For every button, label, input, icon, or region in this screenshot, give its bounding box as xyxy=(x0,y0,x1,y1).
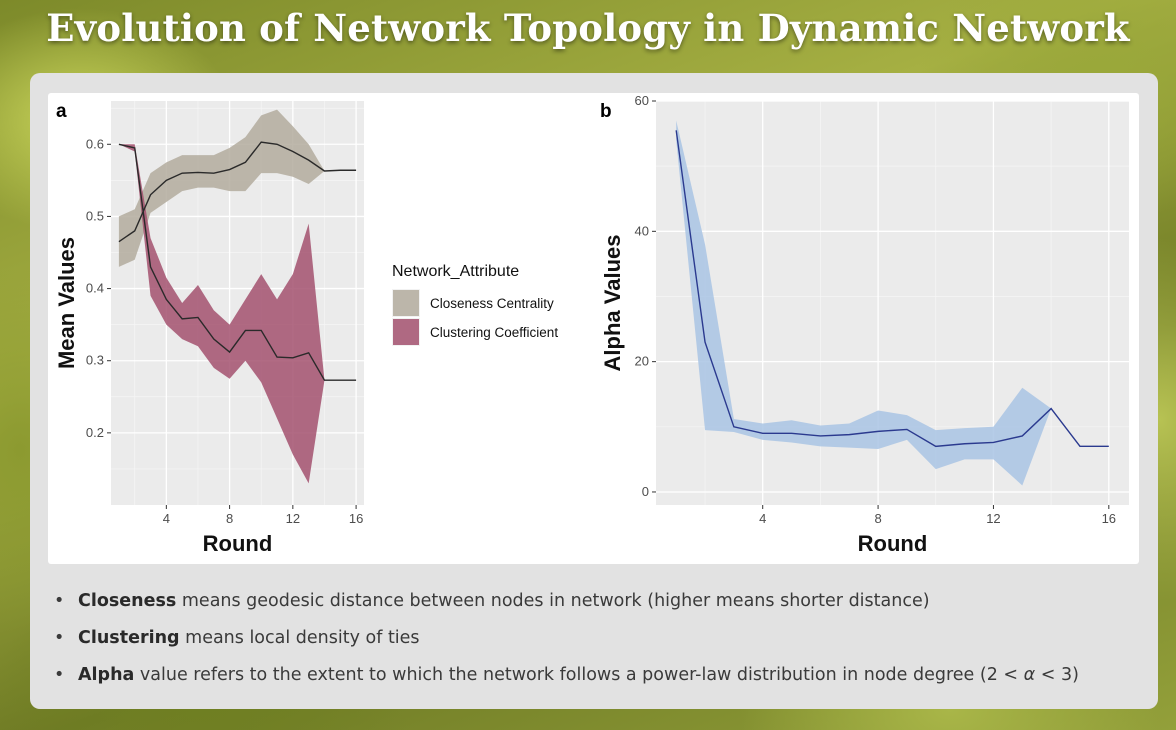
bullet-item-alpha: • Alpha value refers to the extent to wh… xyxy=(52,663,1142,700)
y-tick-label: 0.5 xyxy=(86,208,104,223)
bullet-text-end: < 3) xyxy=(1035,665,1079,685)
y-tick-label: 60 xyxy=(635,93,649,108)
y-axis-title: Mean Values xyxy=(54,237,79,369)
series-line xyxy=(675,130,1109,448)
confidence-band xyxy=(118,144,357,484)
y-tick-label: 0.2 xyxy=(86,425,104,440)
legend-label: Closeness Centrality xyxy=(430,296,554,311)
legend-key-swatch xyxy=(393,319,419,345)
x-tick-label: 16 xyxy=(1102,511,1116,526)
series-line xyxy=(118,141,357,243)
series-line xyxy=(118,143,357,381)
y-tick-label: 20 xyxy=(635,354,649,369)
slide-title: Evolution of Network Topology in Dynamic… xyxy=(46,6,1130,50)
figure-area: 4 8 12 16 0.2 0.3 0.4 0.5 0.6 Round Mean Values a Ne… xyxy=(48,93,1139,564)
legend-key-swatch xyxy=(393,290,419,316)
bullet-text: means geodesic distance between nodes in… xyxy=(176,591,930,611)
figure-svg: 4 8 12 16 0.2 0.3 0.4 0.5 0.6 Round Mean Values a Ne… xyxy=(54,93,1129,556)
legend-title: Network_Attribute xyxy=(392,263,519,280)
y-tick-label: 0 xyxy=(642,484,649,499)
x-axis-title: Round xyxy=(203,531,273,556)
y-tick-label: 0.4 xyxy=(86,281,104,296)
alpha-symbol: α xyxy=(1023,665,1036,685)
y-tick-label: 0.3 xyxy=(86,353,104,368)
y-tick-label: 40 xyxy=(635,223,649,238)
x-axis-title: Round xyxy=(858,531,928,556)
confidence-band xyxy=(118,109,357,267)
x-tick-label: 16 xyxy=(349,511,363,526)
x-tick-label: 4 xyxy=(759,511,766,526)
bullet-text: value refers to the extent to which the … xyxy=(134,665,1024,685)
bullet-list: • Closeness means geodesic distance betw… xyxy=(52,589,1142,700)
bullet-term: Clustering xyxy=(78,628,180,648)
panel-label: b xyxy=(600,101,612,122)
x-tick-label: 12 xyxy=(986,511,1000,526)
legend-label: Clustering Coefficient xyxy=(430,325,558,340)
bullet-term: Alpha xyxy=(78,665,135,685)
bullet-item-clustering: • Clustering means local density of ties xyxy=(52,626,1142,663)
bullet-text: means local density of ties xyxy=(179,628,420,648)
y-axis-title: Alpha Values xyxy=(600,235,625,372)
y-tick-label: 0.6 xyxy=(86,136,104,151)
x-tick-label: 12 xyxy=(286,511,300,526)
bullet-dot-icon: • xyxy=(54,628,65,648)
bullet-dot-icon: • xyxy=(54,591,65,611)
x-tick-label: 8 xyxy=(226,511,233,526)
bullet-term: Closeness xyxy=(78,591,177,611)
panel-label: a xyxy=(56,101,67,122)
bullet-item-closeness: • Closeness means geodesic distance betw… xyxy=(52,589,1142,626)
x-tick-label: 4 xyxy=(163,511,170,526)
x-tick-label: 8 xyxy=(874,511,881,526)
bullet-dot-icon: • xyxy=(54,665,65,685)
